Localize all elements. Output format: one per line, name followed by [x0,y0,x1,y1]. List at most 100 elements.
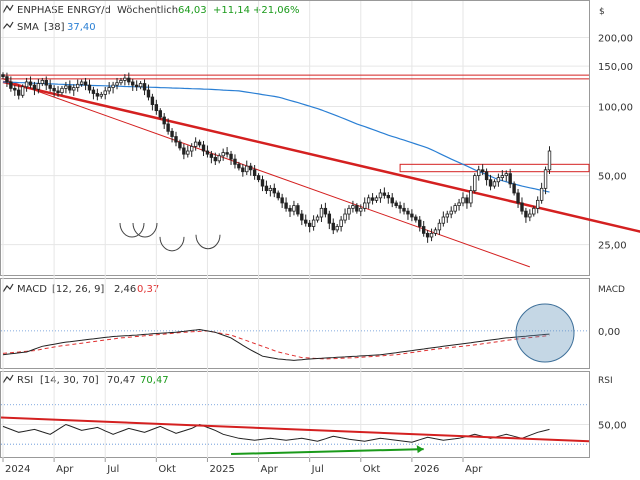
rsi-downtrend-line [0,416,590,443]
candle-down [13,87,17,91]
candle-up [193,141,198,147]
candle-up [138,83,143,88]
macd-params: [12, 26, 9] [52,284,104,295]
candle-up [359,207,363,212]
rounded-bottom-arc [132,222,158,238]
macd-legend: MACD [12, 26, 9] 2,46 0,37 [2,283,159,295]
candlestick-legend-icon [2,4,14,14]
candle-down [398,205,402,209]
candle-down [170,130,174,137]
candle-down [154,104,159,112]
sma-value: 37,40 [67,22,96,33]
candle-down [209,153,214,158]
candle-down [382,192,387,196]
currency-label: $ [599,7,605,17]
macd-line [2,328,550,361]
rsi-value: 70,47 [107,375,136,386]
rounded-bottom-arc [159,236,185,252]
candle-down [370,197,375,201]
candle-down [327,213,332,224]
x-tick-label: Apr [465,464,483,475]
rsi-uptrend-arrowhead [416,445,424,454]
candle-up [366,197,371,204]
candle-down [516,192,520,204]
rsi-panel-frame [0,371,590,458]
candle-up [453,205,457,212]
candle-down [386,194,391,199]
x-tick-label: Apr [56,464,74,475]
candle-up [339,219,343,227]
candle-up [351,205,355,209]
candle-up [445,213,449,218]
candle-up [76,83,80,88]
candle-up [543,169,548,189]
x-tick-label: Jul [106,464,119,475]
rsi-panel-title: RSI [598,376,613,386]
candle-down [229,153,233,160]
candle-down [252,169,257,177]
candle-down [421,226,426,234]
instrument-name: ENPHASE ENRGY/d [17,5,111,16]
candle-down [241,167,245,173]
rsi-params: [14, 30, 70] [40,375,99,386]
candle-up [245,165,249,173]
candle-up [528,213,532,218]
candle-down [158,110,162,118]
candle-up [99,93,103,97]
candle-up [111,84,115,88]
candle-up [123,77,127,81]
candle-up [374,197,379,201]
candle-down [174,136,178,143]
candle-up [473,175,477,192]
candle-down [233,158,237,165]
overlay-layer [1,74,640,268]
candle-down [201,144,206,152]
price-tick-label: 150,00 [598,62,633,73]
candle-up [221,152,225,157]
candle-down [32,84,37,90]
candle-up [496,177,501,183]
candle-down [48,84,52,89]
candle-up [539,187,544,201]
candle-down [83,81,88,86]
candle-down [237,163,241,169]
candle-down [402,207,406,212]
rsi-legend-icon [2,374,14,384]
candle-down [166,123,170,132]
macd-legend-icon [2,283,14,293]
candle-down [28,81,33,86]
candle-up [119,80,123,84]
downtrend-line [2,80,640,233]
candle-up [36,83,41,90]
candle-down [146,89,151,98]
candle-up [217,155,221,162]
candle-down [284,202,288,209]
x-tick-label: Jul [311,464,324,475]
annotation-layer [0,222,590,456]
rsi-tick-label: 50,00 [598,420,627,431]
candle-up [115,82,119,86]
candle-up [60,87,64,94]
candle-up [72,87,76,91]
candle-down [288,207,292,212]
candle-up [437,222,442,231]
macd-panel-frame [0,278,590,369]
rsi-signal-value: 70,47 [140,375,169,386]
lower-channel-line [2,78,531,268]
price-change-percent: +21,06% [253,5,300,16]
candle-down [68,85,72,91]
sma-line [2,81,550,193]
candle-down [44,80,48,86]
x-tick-label: 2024 [5,464,30,475]
candle-down [9,81,13,89]
candle-down [394,202,398,207]
candle-up [315,216,320,221]
candle-down [520,202,524,212]
candle-down [248,165,253,171]
candle-up [492,181,497,187]
candle-down [256,175,261,181]
candle-down [131,81,135,86]
series-layer [1,72,552,443]
candle-down [260,179,265,187]
candle-down [225,152,229,155]
